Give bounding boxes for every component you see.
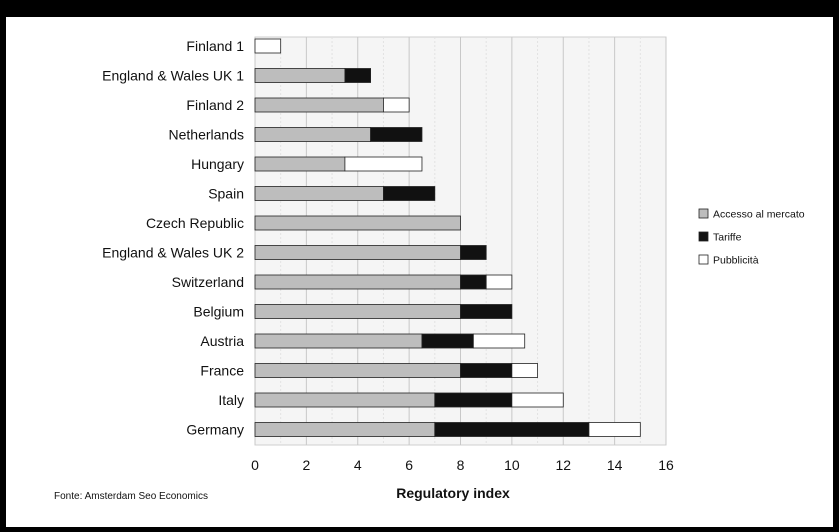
category-label: Finland 2	[186, 97, 244, 113]
category-label: Netherlands	[169, 127, 245, 143]
bar-segment	[254, 97, 384, 113]
bar-segment	[254, 186, 384, 201]
chart-panel: Finland 1 England & Wales UK 1 Finland 2 Ne…	[6, 17, 833, 527]
category-label: England & Wales UK 2	[102, 245, 244, 261]
x-tick-labels: 0 2 4 6 8 10 12 14 16	[251, 457, 674, 473]
bar-segment	[511, 363, 538, 378]
bar-segment	[460, 245, 487, 260]
x-tick-label: 8	[457, 457, 465, 473]
legend-label: Tariffe	[713, 232, 742, 244]
bar-segment	[588, 422, 641, 437]
bar-segment	[254, 215, 461, 231]
bar-segment	[485, 274, 513, 290]
bar-segment	[344, 68, 371, 83]
legend-swatch	[698, 254, 709, 265]
x-tick-label: 4	[354, 457, 362, 473]
bar-segment	[344, 156, 423, 172]
bar-segment	[254, 156, 346, 172]
legend: Accesso al mercato Tariffe Pubblicità	[698, 208, 805, 267]
category-label: Spain	[208, 186, 244, 202]
category-label: Czech Republic	[146, 215, 244, 231]
category-label: Austria	[200, 333, 244, 349]
category-label: Italy	[218, 392, 244, 408]
x-tick-label: 16	[658, 457, 674, 473]
bar-segment	[254, 422, 436, 437]
bar-segment	[254, 392, 436, 408]
category-label: Switzerland	[172, 274, 244, 290]
bar-segment	[434, 422, 590, 437]
bar-segment	[421, 333, 474, 349]
x-tick-label: 2	[302, 457, 310, 473]
bar-segment	[254, 274, 461, 290]
x-axis-title: Regulatory index	[396, 485, 510, 501]
bar-segment	[254, 304, 461, 319]
category-label: Germany	[186, 422, 244, 438]
category-label: France	[200, 363, 244, 379]
legend-label: Accesso al mercato	[713, 209, 805, 221]
x-tick-label: 6	[405, 457, 413, 473]
bars-group	[254, 38, 641, 437]
category-labels: Finland 1 England & Wales UK 1 Finland 2 Ne…	[102, 38, 244, 438]
bar-chart: Finland 1 England & Wales UK 1 Finland 2 Ne…	[54, 36, 805, 502]
x-tick-label: 0	[251, 457, 259, 473]
bar-segment	[383, 97, 410, 113]
x-tick-label: 14	[607, 457, 623, 473]
legend-swatch	[698, 208, 709, 219]
bar-segment	[460, 304, 513, 319]
category-label: Hungary	[191, 156, 244, 172]
legend-label: Pubblicità	[713, 255, 759, 267]
source-note: Fonte: Amsterdam Seo Economics	[54, 491, 208, 502]
bar-segment	[254, 363, 461, 378]
bar-segment	[254, 333, 423, 349]
bar-segment	[460, 363, 513, 378]
x-tick-label: 12	[555, 457, 571, 473]
bar-segment	[472, 333, 526, 349]
category-label: England & Wales UK 1	[102, 68, 244, 84]
bar-segment	[383, 186, 436, 201]
bar-segment	[460, 274, 487, 290]
bar-segment	[511, 392, 564, 408]
legend-swatch	[698, 231, 709, 242]
category-label: Finland 1	[186, 38, 244, 54]
bar-segment	[254, 127, 371, 142]
x-tick-label: 10	[504, 457, 520, 473]
bar-segment	[434, 392, 513, 408]
bar-segment	[254, 38, 282, 54]
category-label: Belgium	[193, 304, 244, 320]
bar-segment	[254, 68, 346, 83]
bar-segment	[370, 127, 423, 142]
bar-segment	[254, 245, 461, 260]
